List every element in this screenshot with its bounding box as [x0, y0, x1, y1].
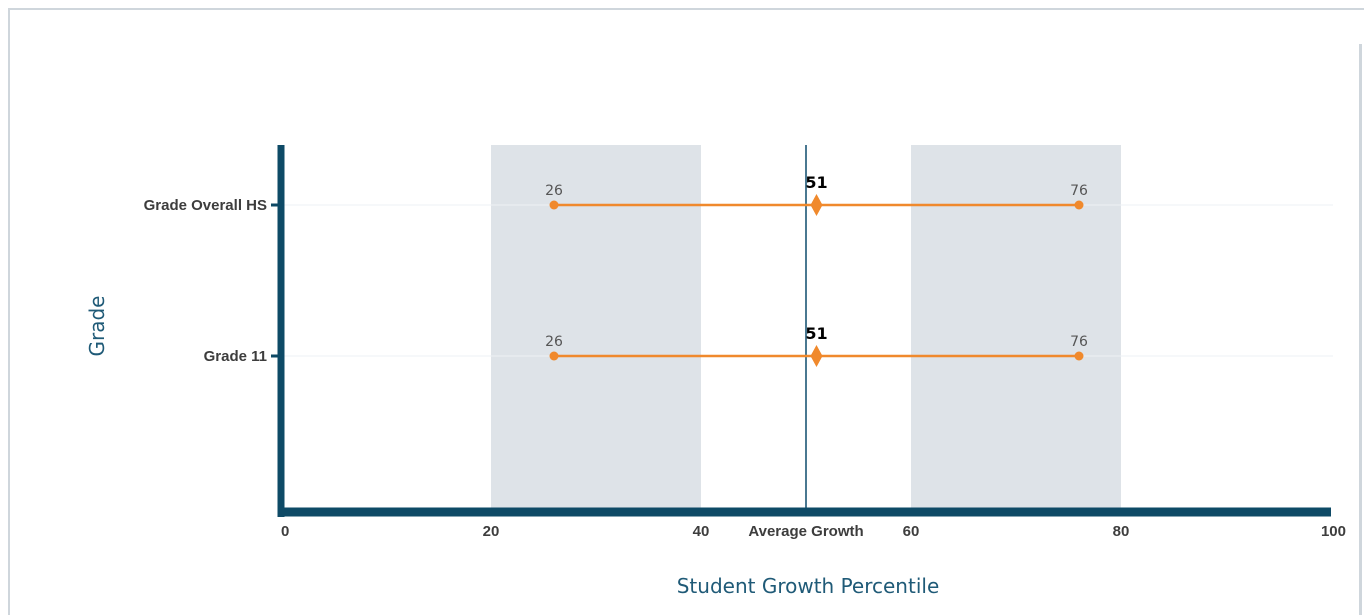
- median-marker: [810, 345, 823, 367]
- frame-right-edge: [1359, 44, 1362, 615]
- x-tick-label: 0: [281, 523, 289, 540]
- shaded-band-1: [911, 145, 1121, 512]
- x-tick-labels: 0 20 40 60 80 100 Average Growth: [281, 523, 1346, 540]
- low-point: [549, 351, 559, 361]
- y-category-labels: Grade Overall HS Grade 11: [144, 197, 267, 365]
- x-tick-label: 40: [693, 523, 710, 540]
- y-category-label: Grade Overall HS: [144, 197, 267, 214]
- low-value-label: 26: [545, 334, 563, 350]
- x-tick-label: 100: [1321, 523, 1346, 540]
- high-value-label: 76: [1070, 334, 1088, 350]
- y-category-label: Grade 11: [204, 348, 267, 365]
- x-tick-label: 60: [903, 523, 920, 540]
- axes: [271, 145, 1331, 517]
- low-point: [549, 200, 559, 210]
- y-axis-title: Grade: [85, 296, 109, 357]
- range-row: 26 76 51: [545, 173, 1088, 216]
- high-point: [1074, 351, 1084, 361]
- median-value-label: 51: [805, 324, 827, 343]
- median-value-label: 51: [805, 173, 827, 192]
- x-tick-label: 20: [483, 523, 500, 540]
- low-value-label: 26: [545, 183, 563, 199]
- x-axis-title: Student Growth Percentile: [677, 574, 940, 598]
- x-tick-label: 80: [1113, 523, 1130, 540]
- range-row: 26 76 51: [545, 324, 1088, 367]
- shaded-band-0: [491, 145, 701, 512]
- median-marker: [810, 194, 823, 216]
- high-value-label: 76: [1070, 183, 1088, 199]
- high-point: [1074, 200, 1084, 210]
- average-growth-label: Average Growth: [748, 523, 863, 540]
- range-series: 26 76 51 26 76 51: [545, 173, 1088, 367]
